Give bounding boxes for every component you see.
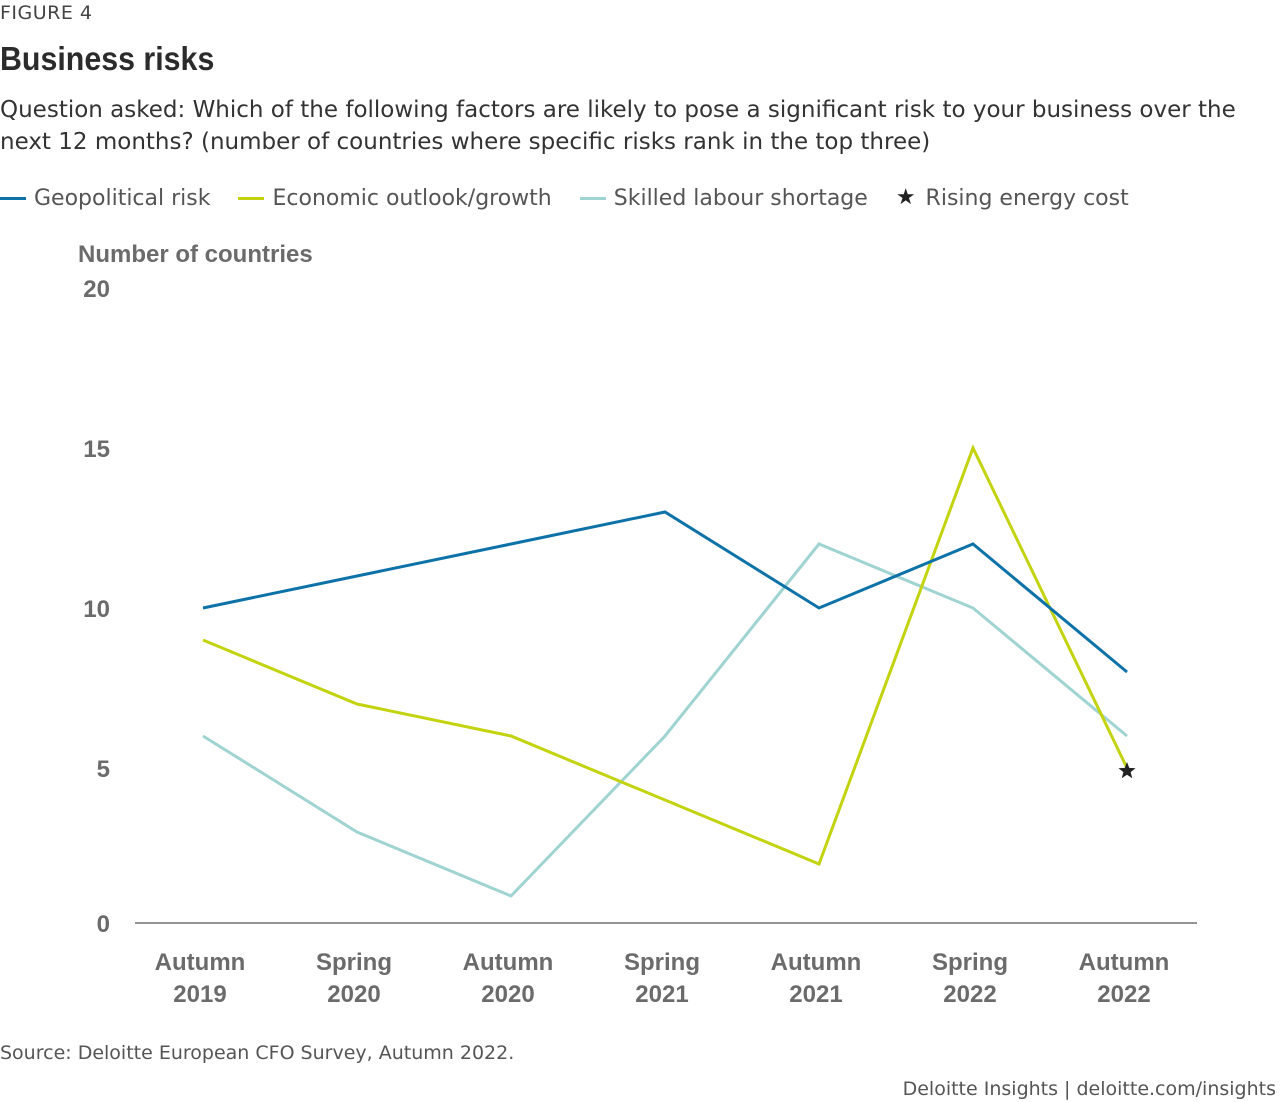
y-tick-label: 0: [97, 911, 110, 938]
legend: Geopolitical risk Economic outlook/growt…: [0, 184, 1157, 212]
series-lines: [202, 444, 1129, 898]
x-tick-label: 2022: [1097, 981, 1150, 1008]
legend-item-energy: ★ Rising energy cost: [896, 186, 1129, 211]
legend-label-skilled: Skilled labour shortage: [613, 185, 868, 211]
legend-item-geopolitical: Geopolitical risk: [0, 186, 210, 211]
legend-label-geopolitical: Geopolitical risk: [34, 185, 211, 211]
legend-label-energy: Rising energy cost: [925, 185, 1129, 211]
markers: [1118, 762, 1136, 779]
series-line: [202, 444, 1129, 866]
legend-swatch-geopolitical: [0, 196, 26, 200]
x-tick-label: Spring: [624, 949, 700, 976]
x-tick-label: 2022: [943, 981, 996, 1008]
y-tick-label: 10: [83, 596, 110, 623]
x-tick-label: Autumn: [155, 949, 246, 976]
line-chart: Number of countries 0 5 10 15 20 Autumn 2019 S…: [78, 241, 1197, 1008]
source-note: Source: Deloitte European CFO Survey, Au…: [0, 1042, 515, 1064]
x-tick-labels: Autumn 2019 Spring 2020 Autumn 2020 Spring 2021…: [155, 949, 1170, 1008]
x-tick-label: 2021: [635, 981, 688, 1008]
star-icon: ★: [895, 185, 916, 210]
legend-swatch-economic: [238, 196, 265, 200]
x-tick-label: 2020: [481, 981, 534, 1008]
chart-title: Business risks: [0, 40, 215, 77]
chart-subtitle: Question asked: Which of the following f…: [0, 97, 1236, 155]
x-tick-label: Spring: [932, 949, 1008, 976]
series-line: [202, 510, 1128, 674]
series-line: [202, 542, 1128, 898]
figure-label: FIGURE 4: [0, 2, 93, 24]
legend-item-economic: Economic outlook/growth: [238, 185, 552, 211]
legend-item-skilled: Skilled labour shortage: [579, 185, 868, 211]
x-tick-label: Autumn: [463, 949, 554, 976]
y-tick-labels: 0 5 10 15 20: [83, 276, 110, 938]
y-tick-label: 5: [97, 756, 110, 783]
y-tick-label: 15: [83, 436, 110, 463]
x-tick-label: 2021: [789, 981, 842, 1008]
x-tick-label: 2020: [327, 981, 380, 1008]
x-tick-label: Spring: [316, 949, 392, 976]
x-tick-label: Autumn: [1079, 949, 1170, 976]
legend-label-economic: Economic outlook/growth: [272, 185, 552, 211]
y-axis-label: Number of countries: [78, 241, 313, 268]
star-icon: [1118, 762, 1136, 779]
x-tick-label: Autumn: [771, 949, 862, 976]
x-tick-label: 2019: [173, 981, 226, 1008]
credit-line: Deloitte Insights | deloitte.com/insight…: [902, 1078, 1276, 1100]
legend-swatch-skilled: [579, 196, 606, 200]
y-tick-label: 20: [83, 276, 110, 303]
